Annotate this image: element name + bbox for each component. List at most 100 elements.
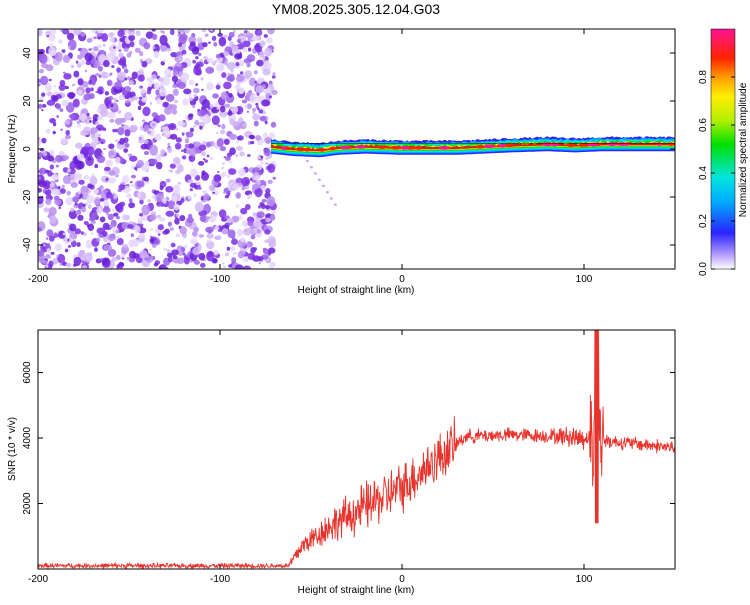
noise-blob: [48, 206, 57, 216]
noise-blob: [49, 182, 55, 188]
noise-blob: [86, 224, 90, 227]
colorbar-label: Normalized spectral amplitude: [738, 82, 749, 217]
noise-blob: [198, 160, 205, 166]
noise-blob: [267, 247, 276, 254]
noise-blob: [122, 243, 128, 248]
noise-blob: [202, 190, 208, 194]
noise-blob: [221, 166, 225, 170]
noise-blob: [200, 77, 204, 81]
noise-blob: [254, 187, 263, 198]
noise-blob: [39, 53, 48, 64]
noise-blob: [189, 41, 196, 47]
noise-blob: [128, 50, 133, 55]
noise-blob: [42, 151, 48, 157]
noise-blob: [169, 227, 174, 231]
noise-blob: [271, 75, 276, 79]
noise-blob: [212, 61, 216, 66]
noise-blob: [97, 44, 102, 48]
noise-blob: [138, 137, 145, 144]
noise-blob: [208, 214, 217, 223]
noise-blob: [102, 44, 106, 47]
noise-blob: [174, 217, 180, 225]
noise-blob: [77, 214, 84, 221]
noise-blob: [175, 127, 179, 131]
noise-blob: [213, 42, 218, 47]
noise-blob: [99, 108, 109, 117]
noise-blob: [187, 179, 194, 184]
noise-blob: [97, 115, 104, 121]
noise-blob: [221, 228, 229, 235]
noise-blob: [218, 110, 228, 118]
noise-blob: [212, 190, 219, 196]
noise-blob: [108, 95, 114, 101]
noise-blob: [270, 121, 277, 128]
noise-blob: [153, 82, 160, 90]
noise-blob: [235, 154, 238, 157]
noise-blob: [272, 72, 276, 76]
noise-blob: [65, 129, 70, 136]
noise-blob: [209, 29, 214, 32]
noise-blob: [143, 42, 151, 50]
noise-blob: [217, 124, 221, 128]
noise-blob: [94, 132, 101, 138]
noise-blob: [116, 264, 120, 269]
noise-blob: [256, 92, 260, 96]
noise-blob: [267, 235, 276, 246]
noise-blob: [102, 230, 108, 237]
noise-blob: [208, 41, 211, 44]
noise-blob: [150, 238, 155, 243]
snr-y-ticks: 2000 4000 6000: [22, 361, 675, 515]
noise-blob: [128, 80, 135, 86]
noise-blob: [226, 217, 234, 223]
noise-blob: [104, 91, 109, 96]
noise-blob: [195, 56, 199, 60]
noise-blob: [247, 220, 254, 227]
noise-blob: [128, 239, 136, 248]
noise-blob: [193, 94, 197, 98]
noise-blob: [224, 252, 230, 257]
noise-blob: [181, 132, 185, 136]
noise-blob: [101, 257, 111, 269]
noise-blob: [249, 94, 257, 103]
snr-panel: -200 -100 0 100 2000 4000 6000 Height of stra…: [7, 329, 676, 596]
noise-blob: [69, 232, 78, 240]
noise-blob: [203, 193, 210, 200]
noise-blob: [152, 46, 156, 49]
noise-blob: [235, 204, 239, 208]
band-peak: [355, 145, 367, 149]
noise-blob: [110, 51, 117, 58]
noise-blob: [95, 121, 100, 125]
noise-blob: [211, 35, 217, 42]
noise-blob: [217, 170, 220, 173]
noise-blob: [159, 87, 167, 97]
noise-blob: [94, 198, 101, 206]
noise-blob: [241, 99, 248, 104]
noise-blob: [255, 225, 259, 228]
noise-blob: [194, 201, 204, 213]
noise-blob: [184, 29, 191, 34]
noise-blob: [88, 117, 92, 120]
noise-blob: [90, 231, 94, 235]
noise-blob: [38, 249, 45, 257]
noise-blob: [197, 109, 206, 117]
noise-blob: [241, 185, 246, 191]
noise-blob: [151, 243, 157, 248]
noise-blob: [62, 29, 70, 35]
noise-blob: [41, 92, 46, 97]
noise-blob: [124, 129, 131, 137]
noise-blob: [123, 68, 129, 74]
noise-blob: [86, 38, 93, 43]
noise-blob: [149, 158, 158, 165]
noise-blob: [45, 169, 49, 174]
noise-blob: [92, 136, 99, 145]
noise-blob: [226, 75, 234, 82]
noise-blob: [118, 52, 124, 59]
noise-blob: [165, 231, 169, 235]
noise-blob: [134, 166, 138, 170]
noise-blob: [118, 94, 125, 101]
noise-blob: [173, 203, 180, 211]
noise-blob: [88, 48, 92, 51]
noise-blob: [84, 69, 88, 73]
noise-blob: [263, 99, 271, 107]
